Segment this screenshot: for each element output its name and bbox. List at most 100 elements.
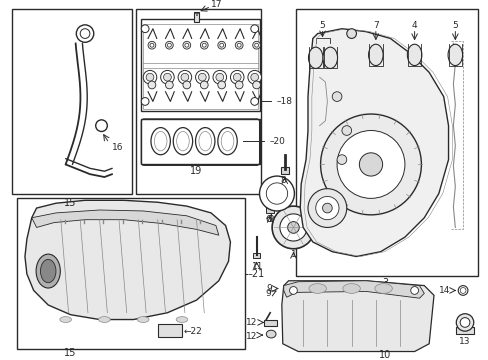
Ellipse shape xyxy=(308,284,326,293)
Text: 4: 4 xyxy=(411,21,417,30)
Ellipse shape xyxy=(60,317,71,323)
Circle shape xyxy=(235,41,243,49)
Polygon shape xyxy=(296,9,477,276)
Circle shape xyxy=(279,214,306,241)
Circle shape xyxy=(163,73,171,81)
Circle shape xyxy=(336,155,346,165)
Polygon shape xyxy=(280,167,288,174)
Text: –21: –21 xyxy=(247,269,264,279)
Circle shape xyxy=(336,131,404,198)
Polygon shape xyxy=(252,253,260,258)
Circle shape xyxy=(219,43,223,47)
Circle shape xyxy=(216,73,223,81)
Circle shape xyxy=(165,41,173,49)
Circle shape xyxy=(322,203,331,213)
Circle shape xyxy=(237,43,241,47)
Circle shape xyxy=(143,71,157,84)
Polygon shape xyxy=(25,200,230,320)
Text: 16: 16 xyxy=(112,144,123,153)
Text: 15: 15 xyxy=(64,348,77,359)
Circle shape xyxy=(459,288,465,293)
Polygon shape xyxy=(141,119,259,165)
Polygon shape xyxy=(141,19,259,111)
Ellipse shape xyxy=(266,330,275,338)
Ellipse shape xyxy=(342,284,360,293)
Polygon shape xyxy=(17,198,244,348)
Circle shape xyxy=(178,71,191,84)
Circle shape xyxy=(250,73,258,81)
Circle shape xyxy=(183,81,190,89)
Polygon shape xyxy=(136,9,261,194)
Circle shape xyxy=(315,197,338,220)
Ellipse shape xyxy=(36,254,60,288)
Circle shape xyxy=(250,98,258,105)
Circle shape xyxy=(80,29,90,39)
Circle shape xyxy=(359,153,382,176)
Text: 5: 5 xyxy=(319,21,325,30)
Circle shape xyxy=(141,98,149,105)
Ellipse shape xyxy=(308,47,323,68)
Circle shape xyxy=(235,81,243,89)
Circle shape xyxy=(165,81,173,89)
Circle shape xyxy=(410,287,418,294)
Circle shape xyxy=(266,183,287,204)
Text: 3: 3 xyxy=(382,278,388,288)
Text: 9: 9 xyxy=(265,289,271,298)
Text: 15: 15 xyxy=(64,198,77,208)
Circle shape xyxy=(217,81,225,89)
Text: 2: 2 xyxy=(268,215,273,224)
Polygon shape xyxy=(300,29,447,257)
Polygon shape xyxy=(143,24,257,109)
Ellipse shape xyxy=(323,47,337,68)
Text: 1: 1 xyxy=(290,250,296,259)
Text: 12: 12 xyxy=(245,332,257,341)
Circle shape xyxy=(148,81,156,89)
Circle shape xyxy=(76,25,94,42)
Circle shape xyxy=(96,120,107,131)
Circle shape xyxy=(254,43,258,47)
Polygon shape xyxy=(266,206,273,213)
Text: 9: 9 xyxy=(266,284,271,293)
Text: 12: 12 xyxy=(245,318,257,327)
Polygon shape xyxy=(12,9,131,194)
Polygon shape xyxy=(455,327,473,334)
Circle shape xyxy=(233,73,241,81)
Ellipse shape xyxy=(407,44,421,66)
Text: –18: –18 xyxy=(276,97,292,106)
Polygon shape xyxy=(264,320,276,326)
Circle shape xyxy=(200,81,208,89)
Circle shape xyxy=(183,41,190,49)
Circle shape xyxy=(150,43,154,47)
Circle shape xyxy=(181,73,188,81)
Circle shape xyxy=(141,25,149,33)
Text: 11: 11 xyxy=(251,262,263,271)
Circle shape xyxy=(213,71,226,84)
Circle shape xyxy=(271,206,314,249)
Circle shape xyxy=(252,41,260,49)
Circle shape xyxy=(457,285,467,295)
Circle shape xyxy=(252,81,260,89)
Circle shape xyxy=(195,71,209,84)
Circle shape xyxy=(161,71,174,84)
Text: 17: 17 xyxy=(211,0,222,9)
Circle shape xyxy=(287,222,299,233)
Polygon shape xyxy=(281,281,433,351)
Text: 19: 19 xyxy=(190,166,202,176)
Circle shape xyxy=(217,41,225,49)
Circle shape xyxy=(247,71,261,84)
Circle shape xyxy=(148,41,156,49)
Circle shape xyxy=(200,41,208,49)
Ellipse shape xyxy=(368,44,382,66)
Ellipse shape xyxy=(41,260,56,283)
Polygon shape xyxy=(32,210,218,235)
Polygon shape xyxy=(158,324,182,337)
Ellipse shape xyxy=(374,284,391,293)
Ellipse shape xyxy=(176,317,187,323)
Circle shape xyxy=(167,43,171,47)
Circle shape xyxy=(307,189,346,228)
Circle shape xyxy=(230,71,244,84)
Circle shape xyxy=(289,287,297,294)
Text: ←22: ←22 xyxy=(183,327,202,336)
Circle shape xyxy=(259,176,294,211)
Text: 5: 5 xyxy=(451,21,457,30)
